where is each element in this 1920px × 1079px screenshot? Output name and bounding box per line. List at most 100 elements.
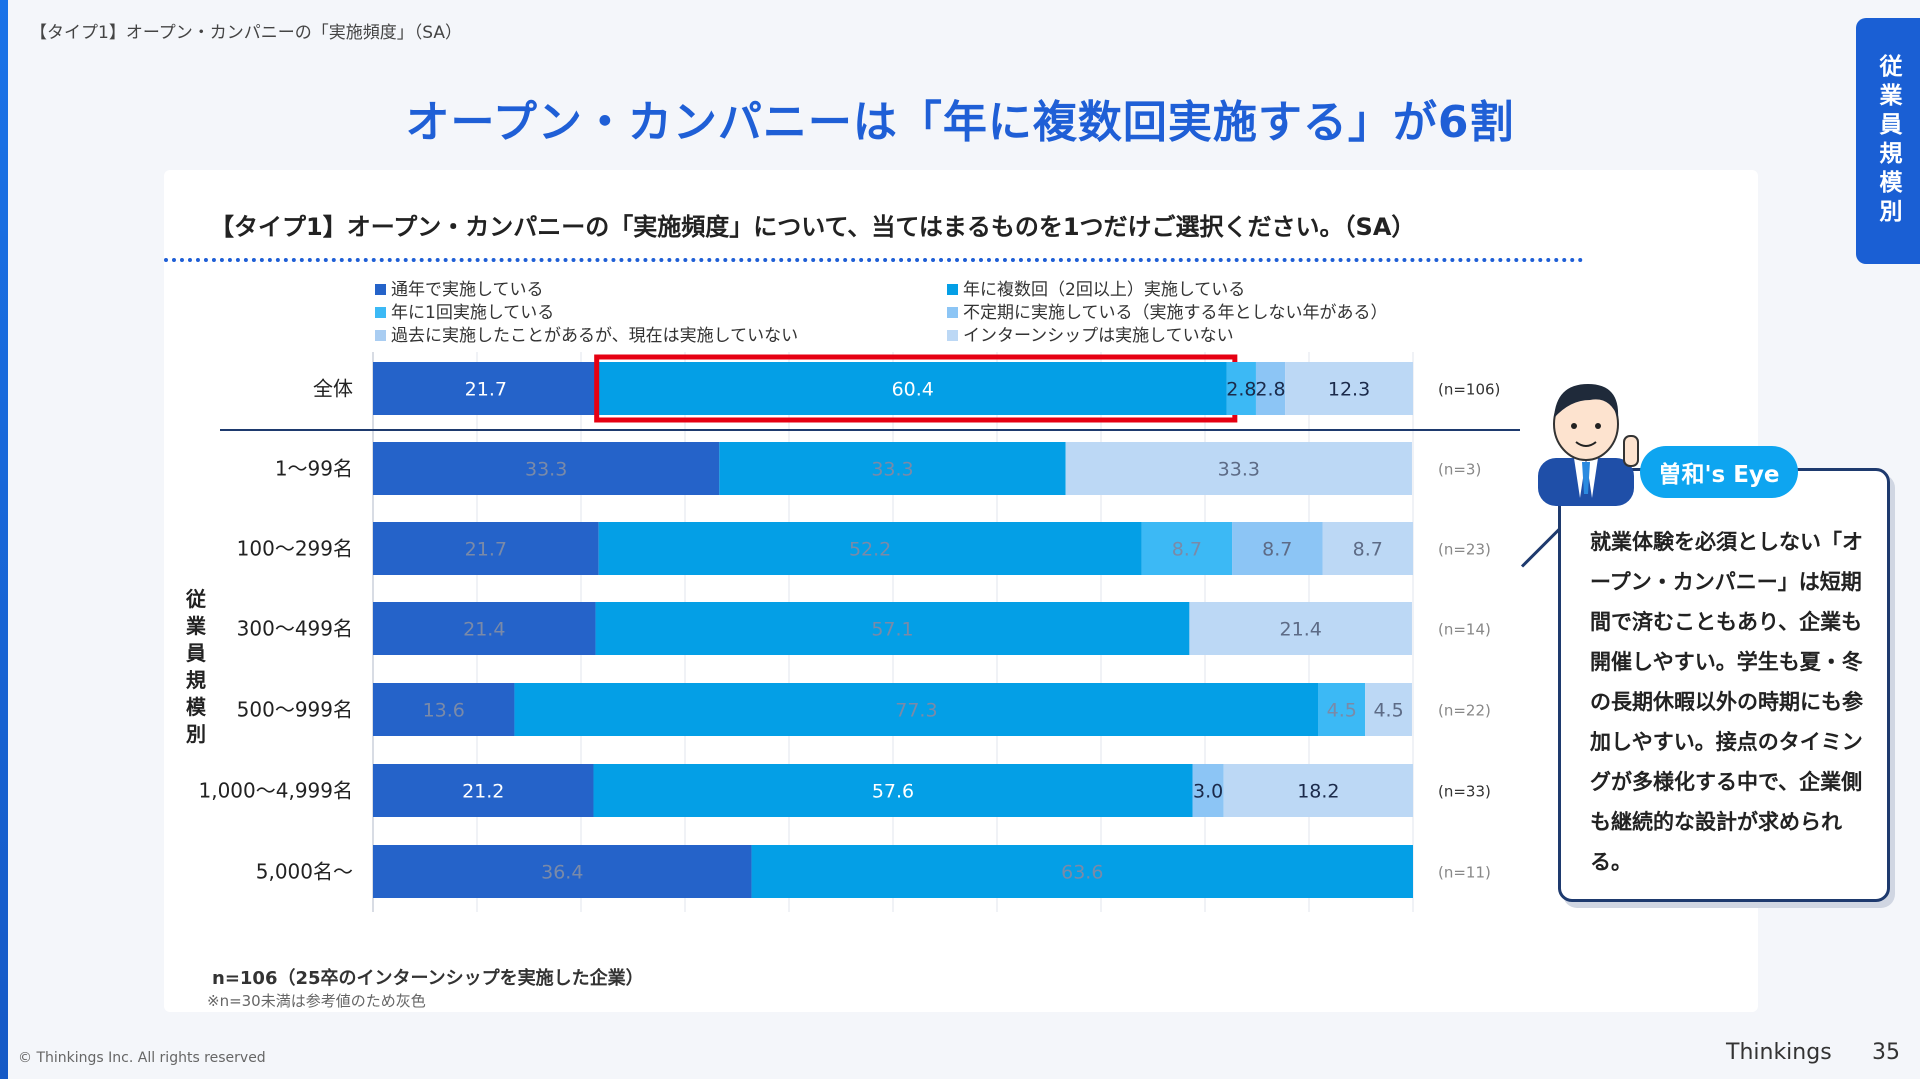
legend-label: インターンシップは実施していない [963, 326, 1234, 346]
n-label: (n=14) [1438, 621, 1491, 639]
bar-segment [1065, 442, 1412, 495]
bar-segment [1318, 683, 1366, 736]
data-label: 13.6 [423, 700, 465, 722]
data-label: 21.7 [465, 379, 507, 401]
group-label-char: 業 [186, 614, 207, 638]
data-label: 2.8 [1226, 379, 1256, 401]
commentator-avatar-icon [1538, 384, 1639, 506]
category-label: 1〜99名 [275, 457, 353, 481]
bar-segment [373, 442, 720, 495]
legend-swatch [375, 307, 386, 318]
question-text: 【タイプ1】オープン・カンパニーの「実施頻度」について、当てはまるものを1つだけ… [210, 213, 1416, 241]
bar-segment [514, 683, 1319, 736]
data-label: 21.4 [463, 619, 505, 641]
category-label: 300〜499名 [237, 617, 353, 641]
bar-segment [1232, 522, 1323, 575]
group-label-char: 従 [185, 587, 206, 611]
n-label: (n=23) [1438, 541, 1491, 559]
data-label: 8.7 [1262, 539, 1292, 561]
bar-segment [1141, 522, 1233, 575]
side-tab[interactable]: 従業員規模別 [1856, 18, 1920, 264]
data-label: 4.5 [1327, 700, 1357, 722]
bar-segment [373, 522, 599, 575]
data-label: 36.4 [541, 862, 583, 884]
legend-swatch [947, 307, 958, 318]
legend-label: 不定期に実施している（実施する年としない年がある） [963, 303, 1388, 323]
group-label-char: 模 [186, 695, 207, 719]
bar-segment [373, 362, 599, 415]
legend-swatch [375, 330, 386, 341]
page-number: 35 [1872, 1040, 1900, 1065]
bar-segment [1255, 362, 1286, 415]
data-label: 77.3 [895, 700, 937, 722]
side-tab-label: 従業員規模別 [1875, 54, 1901, 228]
n-label: (n=33) [1438, 783, 1491, 801]
commentary-label: 曽和's Eye [1640, 446, 1798, 498]
bar-segment [598, 522, 1142, 575]
data-label: 57.6 [872, 781, 914, 803]
group-label-char: 規 [186, 668, 206, 692]
data-label: 21.7 [465, 539, 507, 561]
left-accent-bar [0, 0, 8, 1079]
legend-swatch [375, 284, 386, 295]
bar-segment [373, 683, 515, 736]
data-label: 12.3 [1328, 379, 1370, 401]
category-label: 100〜299名 [237, 537, 353, 561]
bar-segment [1226, 362, 1256, 415]
group-label-char: 別 [186, 722, 206, 746]
brand-logo-text: Thinkings [1726, 1040, 1832, 1065]
bar-segment [1189, 602, 1412, 655]
commentary-text: 就業体験を必須としない「オープン・カンパニー」は短期間で済むこともあり、企業も開… [1590, 530, 1863, 874]
category-label: 全体 [313, 377, 353, 401]
bar-segment [1223, 764, 1413, 817]
data-label: 57.1 [871, 619, 913, 641]
legend-label: 年に複数回（2回以上）実施している [963, 280, 1245, 300]
bar-segment [751, 845, 1413, 898]
bar-segment [373, 764, 594, 817]
data-label: 21.2 [462, 781, 504, 803]
dotted-divider [164, 258, 1584, 262]
category-label: 1,000〜4,999名 [198, 779, 353, 803]
data-label: 60.4 [892, 379, 934, 401]
legend-label: 通年で実施している [391, 280, 544, 300]
bar-segment [1285, 362, 1413, 415]
breadcrumb: 【タイプ1】オープン・カンパニーの「実施頻度」（SA） [30, 23, 463, 43]
n-label: (n=106) [1438, 381, 1500, 399]
reference-note: ※n=30未満は参考値のため灰色 [207, 992, 426, 1010]
legend-swatch [947, 330, 958, 341]
bar-segment [719, 442, 1066, 495]
copyright: © Thinkings Inc. All rights reserved [18, 1050, 266, 1066]
bar-segment [1192, 764, 1224, 817]
bar-segment [593, 764, 1193, 817]
category-label: 500〜999名 [237, 698, 353, 722]
data-label: 21.4 [1280, 619, 1322, 641]
data-label: 8.7 [1353, 539, 1383, 561]
category-label: 5,000名〜 [256, 860, 353, 884]
bar-segment [598, 362, 1227, 415]
bar-segment [373, 845, 752, 898]
legend-label: 過去に実施したことがあるが、現在は実施していない [391, 326, 798, 346]
bar-segment [373, 602, 596, 655]
legend-label: 年に1回実施している [391, 303, 554, 323]
data-label: 52.2 [849, 539, 891, 561]
bar-segment [1365, 683, 1412, 736]
n-label: (n=3) [1438, 461, 1481, 479]
bar-segment [595, 602, 1190, 655]
data-label: 3.0 [1193, 781, 1223, 803]
data-label: 8.7 [1172, 539, 1202, 561]
n-label: (n=11) [1438, 864, 1491, 882]
data-label: 18.2 [1297, 781, 1339, 803]
bar-segment [1322, 522, 1413, 575]
data-label: 33.3 [871, 459, 913, 481]
data-label: 63.6 [1061, 862, 1103, 884]
commentary-box [1558, 468, 1890, 902]
legend-swatch [947, 284, 958, 295]
n-label: (n=22) [1438, 702, 1491, 720]
data-label: 33.3 [1218, 459, 1260, 481]
data-label: 4.5 [1373, 700, 1403, 722]
data-label: 33.3 [525, 459, 567, 481]
group-label-char: 員 [185, 641, 206, 665]
page-title: オープン・カンパニーは「年に複数回実施する」が6割 [405, 97, 1515, 148]
sample-note: n=106（25卒のインターンシップを実施した企業） [212, 968, 644, 989]
